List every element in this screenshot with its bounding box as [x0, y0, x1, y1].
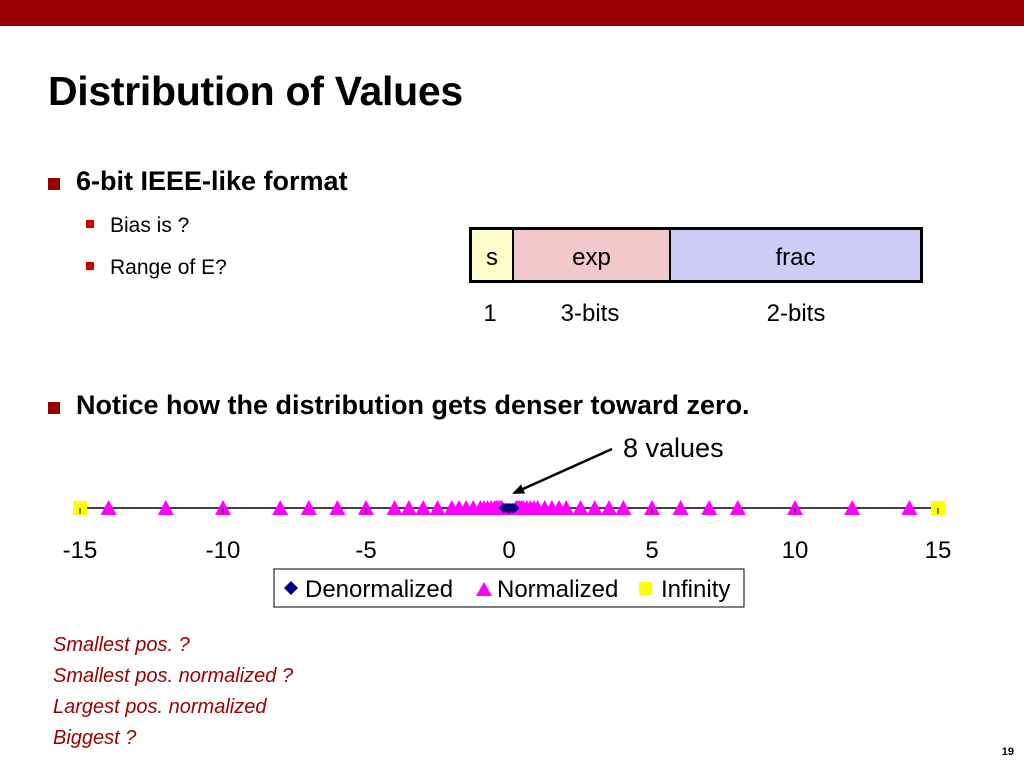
- legend-diamond-icon: [284, 581, 298, 595]
- note-largest-normalized: Largest pos. normalized: [53, 696, 267, 718]
- distribution-chart: -15 -10 -5 0 5 10 15 8 values Denormalized Nor…: [63, 433, 952, 608]
- normalized-point: [787, 500, 803, 515]
- field-frac: frac: [671, 230, 920, 280]
- normalized-point: [844, 500, 861, 515]
- normalized-point: [329, 500, 346, 515]
- normalized-point: [644, 500, 660, 515]
- normalized-point: [100, 500, 117, 515]
- sub-bullet-bias: Bias is ?: [110, 214, 190, 237]
- bullet-marker: [48, 178, 60, 190]
- top-bar: [0, 0, 1024, 26]
- note-smallest-pos: Smallest pos. ?: [53, 634, 190, 656]
- x-tick-label: -5: [355, 537, 376, 564]
- normalized-point: [157, 500, 174, 515]
- bits-exp: 3-bits: [560, 300, 620, 327]
- x-tick-label: -15: [63, 537, 98, 564]
- legend-square-icon: [639, 582, 652, 595]
- note-biggest: Biggest ?: [53, 727, 137, 749]
- bullet-format: 6-bit IEEE-like format: [76, 166, 348, 196]
- x-tick-label: 5: [645, 537, 658, 564]
- slide-title: Distribution of Values: [48, 68, 463, 114]
- bullet-marker: [48, 402, 60, 414]
- x-tick-label: -10: [206, 537, 241, 564]
- x-tick-label: 15: [925, 537, 952, 564]
- normalized-point: [558, 500, 575, 515]
- normalized-point: [272, 500, 289, 515]
- questions-list: Smallest pos. ? Smallest pos. normalized…: [53, 630, 293, 754]
- field-exp: exp: [514, 230, 671, 280]
- field-sign: s: [472, 230, 514, 280]
- normalized-point: [729, 500, 746, 515]
- normalized-point: [586, 500, 603, 515]
- legend-triangle-icon: [476, 582, 492, 596]
- bits-sign: 1: [483, 300, 497, 327]
- normalized-point: [400, 500, 417, 515]
- legend-normalized: Normalized: [497, 576, 618, 603]
- annotation-label: 8 values: [623, 433, 724, 463]
- denormalized-point: [509, 503, 520, 513]
- normalized-point: [601, 500, 618, 515]
- sub-bullet-marker: [86, 220, 94, 228]
- normalized-point: [572, 500, 589, 515]
- sub-bullet-range: Range of E?: [110, 256, 227, 279]
- x-tick-label: 0: [502, 537, 515, 564]
- note-smallest-normalized: Smallest pos. normalized ?: [53, 665, 294, 687]
- normalized-point: [901, 500, 918, 515]
- normalized-point: [615, 500, 632, 515]
- page-number: 19: [1001, 746, 1014, 758]
- normalized-point: [429, 500, 446, 515]
- normalized-point: [358, 500, 374, 515]
- normalized-point: [300, 500, 317, 515]
- bits-frac: 2-bits: [766, 300, 826, 327]
- sub-bullet-marker: [86, 262, 94, 270]
- normalized-point: [215, 500, 231, 515]
- normalized-point: [415, 500, 432, 515]
- normalized-point: [701, 500, 718, 515]
- legend: Denormalized Normalized Infinity: [273, 568, 745, 608]
- annotation-arrow: [512, 447, 613, 495]
- x-tick-label: 10: [782, 537, 809, 564]
- normalized-point: [672, 500, 689, 515]
- bullet-density: Notice how the distribution gets denser …: [76, 390, 750, 420]
- legend-infinity: Infinity: [661, 576, 730, 603]
- format-diagram: s exp frac: [469, 227, 923, 283]
- normalized-point: [386, 500, 403, 515]
- legend-denormalized: Denormalized: [305, 576, 453, 603]
